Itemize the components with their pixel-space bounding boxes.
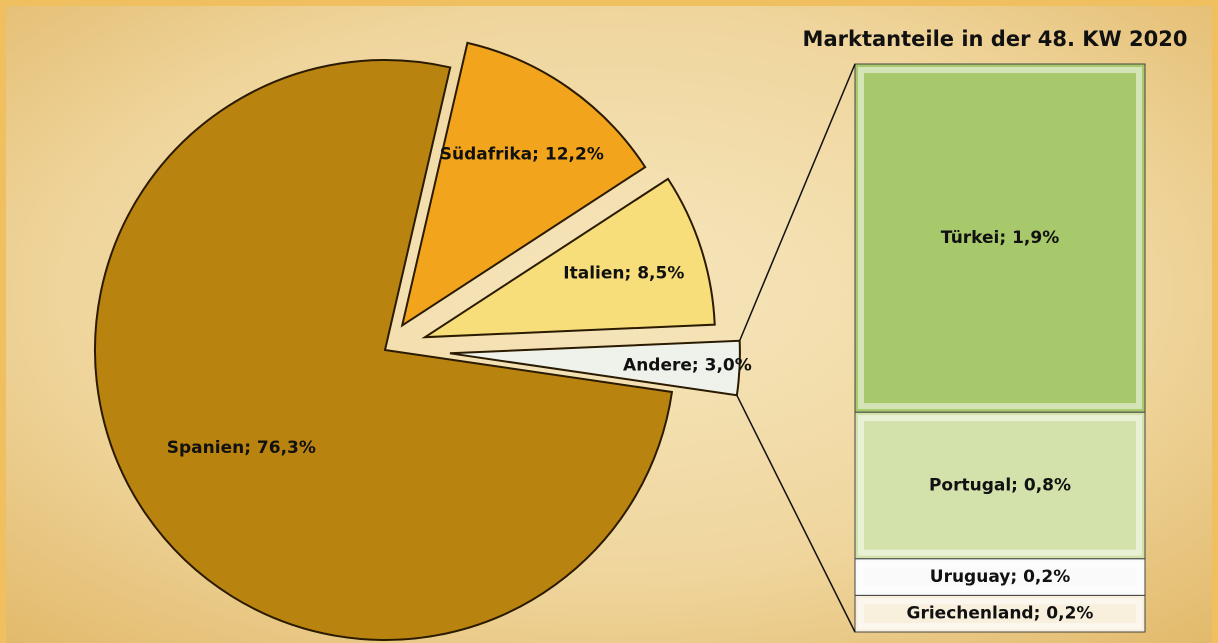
bevel — [858, 598, 1142, 630]
data-label: Uruguay; 0,2% — [930, 567, 1070, 587]
data-label: Südafrika; 12,2% — [440, 144, 604, 164]
data-label: Andere; 3,0% — [623, 355, 752, 375]
data-label: Türkei; 1,9% — [941, 228, 1060, 248]
pie-slice — [94, 59, 674, 641]
bar-segment — [854, 63, 1146, 413]
pie-slice — [449, 339, 741, 397]
data-label: Griechenland; 0,2% — [907, 604, 1094, 624]
pie-slice — [421, 177, 716, 339]
pie-slice — [400, 41, 647, 328]
bevel — [858, 415, 1142, 556]
bevel — [858, 67, 1142, 410]
data-label: Spanien; 76,3% — [167, 438, 316, 458]
data-label: Italien; 8,5% — [563, 263, 684, 283]
connector — [736, 394, 856, 633]
connector — [738, 63, 856, 342]
data-label: Portugal; 0,8% — [929, 475, 1071, 495]
bevel — [858, 561, 1142, 593]
chart-title: Marktanteile in der 48. KW 2020 — [803, 27, 1188, 51]
